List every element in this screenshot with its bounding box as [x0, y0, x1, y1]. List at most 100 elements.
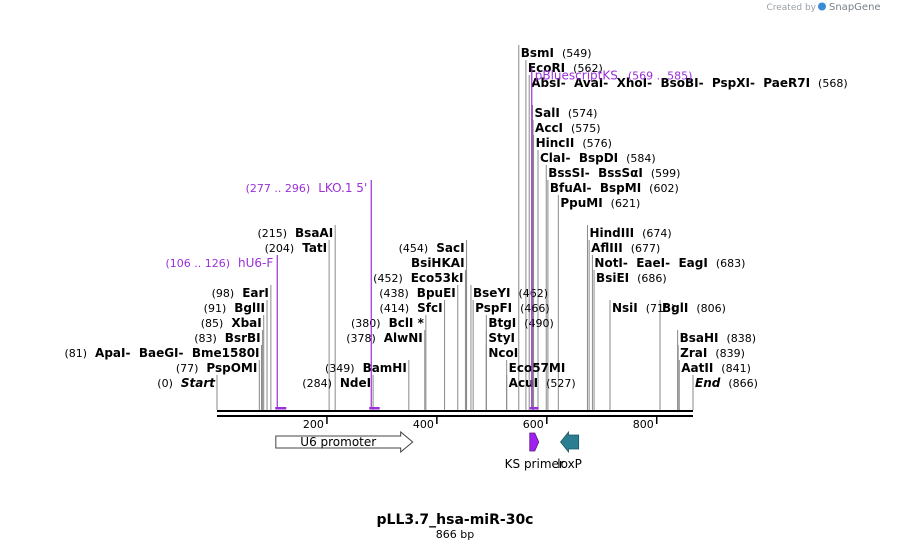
site-name-bsihkai: BsiHKAI [411, 256, 465, 270]
primer-binding-bar [275, 407, 287, 410]
site-name-acci: AccI [535, 121, 563, 135]
feature-u6-promoter-arrow [275, 430, 414, 454]
site-separator: - [623, 256, 628, 270]
site-name-saci: SacI [436, 241, 464, 255]
site-name-acui: AcuI [509, 376, 538, 390]
site-position-378: (378) [346, 332, 376, 345]
site-name-afliii: AflIII [591, 241, 623, 255]
feature-label-loxp: loxP [557, 457, 582, 471]
snapgene-logo-icon [818, 2, 826, 11]
site-name-hindiii: HindIII [589, 226, 634, 240]
feature-loxp-arrow [560, 430, 580, 454]
ruler-tick-label-400: 400 [413, 418, 434, 431]
site-name-bspmi: BspMI [600, 181, 641, 195]
site-name-eari: EarI [242, 286, 269, 300]
site-name-noti: NotI [594, 256, 623, 270]
site-name-clai: ClaI [540, 151, 565, 165]
site-name-bfuai: BfuAI [550, 181, 587, 195]
site-position-380: (380) [351, 317, 381, 330]
primer-binding-bar [529, 407, 539, 410]
site-position-584: (584) [626, 152, 656, 165]
site-name-bsaai: BsaAI [295, 226, 333, 240]
site-separator: - [561, 76, 566, 90]
site-separator: - [647, 76, 652, 90]
site-position-284: (284) [302, 377, 332, 390]
primer-range-pbluescriptks: (569 .. 585) [628, 70, 693, 83]
site-position-85: (85) [201, 317, 224, 330]
site-name-avai: AvaI [574, 76, 603, 90]
site-name-eaei: EaeI [636, 256, 665, 270]
site-position-81: (81) [64, 347, 87, 360]
site-name-tati: TatI [302, 241, 327, 255]
site-labels: (0) Start (284) NdeI AcuI (527) End (866) Eco57M… [64, 46, 847, 390]
site-separator: - [179, 346, 184, 360]
site-name-bglii: BglII [234, 301, 265, 315]
site-name-eagi: EagI [678, 256, 707, 270]
site-name-apai: ApaI [95, 346, 125, 360]
site-name-bspdi: BspDI [579, 151, 618, 165]
site-position-562: (562) [573, 62, 603, 75]
site-separator: - [565, 151, 570, 165]
ruler-tick-label-600: 600 [523, 418, 544, 431]
site-position-91: (91) [204, 302, 227, 315]
site-position-599: (599) [651, 167, 681, 180]
site-position-454: (454) [399, 242, 429, 255]
site-name-pspomi: PspOMI [206, 361, 257, 375]
site-position-490: (490) [524, 317, 554, 330]
site-position-77: (77) [176, 362, 199, 375]
site-name-eco53ki: Eco53kI [411, 271, 464, 285]
site-position-602: (602) [649, 182, 679, 195]
site-name-bsobi: BsoBI [660, 76, 698, 90]
credit-prefix: Created by [766, 3, 816, 13]
site-name-bme1580i: Bme1580I [192, 346, 260, 360]
site-position-466: (466) [520, 302, 550, 315]
site-name-paer7i: PaeR7I [763, 76, 810, 90]
site-name-baegi: BaeGI [139, 346, 179, 360]
site-position-98: (98) [212, 287, 235, 300]
site-name-end: End [695, 376, 721, 390]
site-name-bseyi: BseYI [473, 286, 511, 300]
site-position-527: (527) [546, 377, 576, 390]
site-name-zrai: ZraI [680, 346, 707, 360]
site-position-438: (438) [379, 287, 409, 300]
sequence-backbone [217, 410, 693, 417]
site-position-574: (574) [568, 107, 598, 120]
site-name-bsahi: BsaHI [680, 331, 719, 345]
site-name-start: Start [181, 376, 216, 390]
ruler-ticks: 200 400 600 800 [303, 417, 658, 431]
site-position-866: (866) [728, 377, 758, 390]
site-position-462: (462) [519, 287, 549, 300]
site-name-sfci: SfcI [417, 301, 442, 315]
sequence-length: 866 bp [436, 528, 474, 541]
site-position-841: (841) [721, 362, 751, 375]
site-position-683: (683) [716, 257, 746, 270]
site-name-absi: AbsI [531, 76, 560, 90]
primer-range-lko-1-5: (277 .. 296) [246, 182, 311, 195]
ruler-tick-label-800: 800 [633, 418, 654, 431]
site-name-bpuei: BpuEI [417, 286, 456, 300]
site-position-838: (838) [727, 332, 757, 345]
site-name-bsssi: BssSI [548, 166, 585, 180]
site-position-204: (204) [265, 242, 295, 255]
site-separator: - [126, 346, 131, 360]
primer-binding-bar [369, 407, 380, 410]
site-name-pspxi: PspXI [712, 76, 750, 90]
site-name-alwni: AlwNI [384, 331, 423, 345]
site-position-0: (0) [157, 377, 173, 390]
site-name-bsmi: BsmI [521, 46, 554, 60]
site-name-ppumi: PpuMI [560, 196, 602, 210]
map-title: pLL3.7_hsa-miR-30c 866 bp [377, 512, 534, 541]
site-name-hincii: HincII [536, 136, 575, 150]
site-name-bsss-i: BssSαI [598, 166, 643, 180]
site-position-215: (215) [257, 227, 287, 240]
site-name-sali: SalI [535, 106, 560, 120]
site-name-bamhi: BamHI [363, 361, 407, 375]
site-name-bcli: BclI * [389, 316, 425, 330]
credit-line: Created by SnapGene [766, 2, 880, 13]
site-position-83: (83) [194, 332, 217, 345]
primer-name-hu6-f: hU6-F [238, 256, 273, 270]
site-position-452: (452) [373, 272, 403, 285]
site-position-575: (575) [571, 122, 601, 135]
feature-ks-primer-arrow [529, 432, 540, 452]
